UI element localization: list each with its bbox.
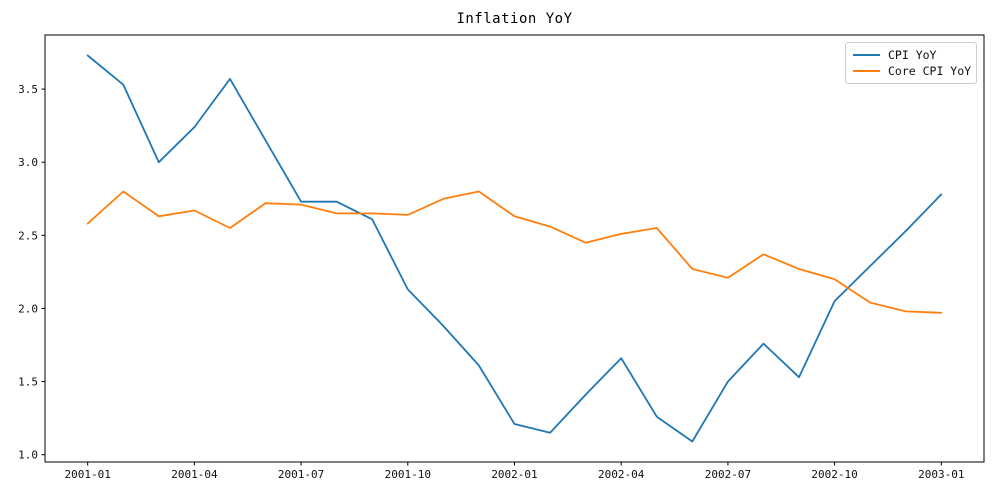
core-cpi-line-swatch-icon (853, 70, 880, 72)
cpi-line-swatch-icon (853, 54, 880, 56)
y-tick-label: 1.0 (18, 449, 38, 462)
x-tick-label: 2003-01 (918, 468, 964, 481)
y-tick-label: 1.5 (18, 376, 38, 389)
legend: CPI YoY Core CPI YoY (845, 42, 977, 84)
x-tick-label: 2002-04 (598, 468, 645, 481)
x-tick-label: 2001-04 (171, 468, 218, 481)
y-tick-label: 2.5 (18, 229, 38, 242)
x-tick-label: 2001-01 (65, 468, 111, 481)
x-tick-label: 2002-01 (491, 468, 537, 481)
core-cpi-yoy-line (86, 190, 943, 314)
x-tick-label: 2002-10 (811, 468, 857, 481)
legend-label-core-cpi-yoy: Core CPI YoY (888, 64, 972, 78)
y-tick-label: 3.5 (18, 83, 38, 96)
x-tick-label: 2001-07 (278, 468, 324, 481)
cpi-yoy-line (86, 54, 943, 443)
legend-item-core-cpi-yoy: Core CPI YoY (853, 63, 972, 79)
x-tick-label: 2002-07 (705, 468, 751, 481)
chart-title: Inflation YoY (456, 11, 573, 27)
legend-item-cpi-yoy: CPI YoY (853, 47, 970, 63)
legend-label-cpi-yoy: CPI YoY (888, 48, 937, 62)
x-tick-label: 2001-10 (385, 468, 431, 481)
y-tick-label: 2.0 (18, 302, 38, 315)
y-tick-label: 3.0 (18, 156, 38, 169)
plot-spines (44, 34, 985, 463)
